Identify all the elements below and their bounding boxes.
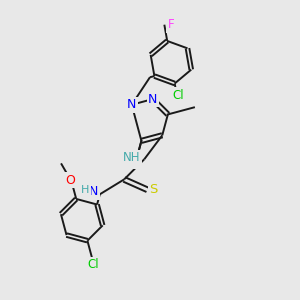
Text: me: me xyxy=(122,158,139,167)
Text: S: S xyxy=(149,183,158,196)
Text: Cl: Cl xyxy=(172,89,184,102)
Text: NH: NH xyxy=(123,151,141,164)
Text: N: N xyxy=(89,185,98,198)
Text: H: H xyxy=(81,185,89,195)
Text: N: N xyxy=(127,98,136,111)
Text: F: F xyxy=(168,18,174,31)
Text: N: N xyxy=(148,93,157,106)
Text: O: O xyxy=(65,173,75,187)
Text: Cl: Cl xyxy=(88,258,99,271)
